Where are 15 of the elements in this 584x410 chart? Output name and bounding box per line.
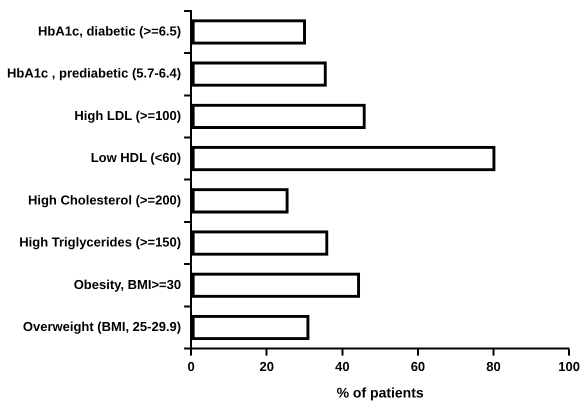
x-tick-label: 100 [558,358,580,374]
x-tick-label: 40 [335,358,350,374]
y-tick-label: Overweight (BMI, 25-29.9) [22,319,182,334]
y-tick-label: High Cholesterol (>=200) [28,192,182,208]
x-axis-title: % of patients [336,384,424,400]
y-tick-label: HbA1c , prediabetic (5.7-6.4) [6,66,182,81]
y-tick-label: Low HDL (<60) [90,150,182,166]
x-tick-label: 20 [259,358,274,374]
x-tick-label: 60 [410,358,426,374]
y-tick-label: HbA1c, diabetic (>=6.5) [38,23,182,38]
y-tick-label: Obesity, BMI>=30 [74,276,182,292]
x-tick-label: 0 [187,358,195,374]
x-tick-label: 80 [486,358,501,374]
y-tick-label: High LDL (>=100) [74,108,182,123]
y-tick-label: High Triglycerides (>=150) [19,234,182,250]
